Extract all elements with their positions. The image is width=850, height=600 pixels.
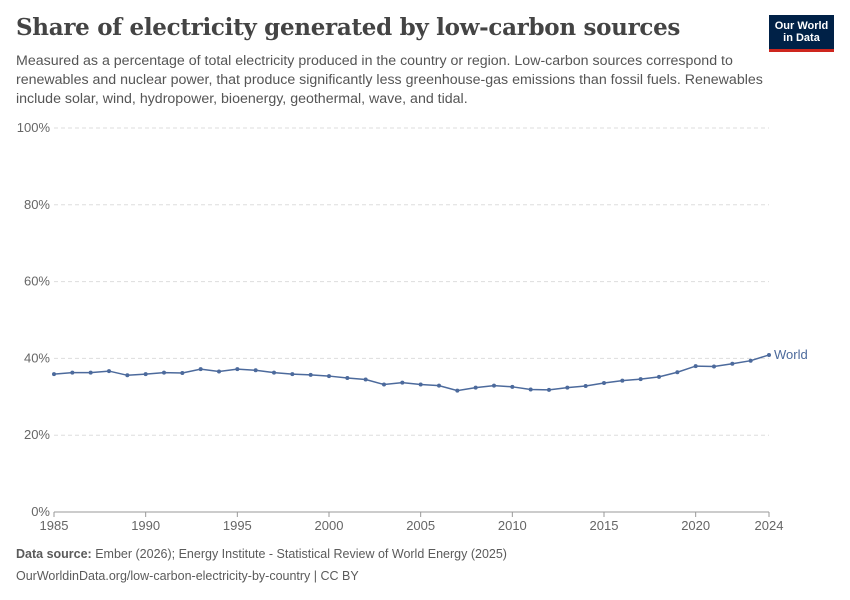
data-point <box>638 377 643 382</box>
data-point <box>272 370 276 375</box>
data-point <box>125 373 130 378</box>
y-tick-label: 40% <box>24 350 50 365</box>
data-point <box>547 387 551 392</box>
x-tick-label: 1995 <box>223 518 252 533</box>
x-tick-label: 1990 <box>131 518 160 533</box>
data-point <box>198 367 203 372</box>
owid-logo[interactable]: Our World in Data <box>769 15 834 52</box>
chart-title: Share of electricity generated by low-ca… <box>16 14 681 41</box>
data-point <box>748 358 753 363</box>
data-point <box>492 383 496 388</box>
data-point <box>345 375 350 380</box>
data-point <box>308 372 313 377</box>
data-point <box>253 368 258 373</box>
data-point <box>382 382 386 387</box>
y-tick-label: 20% <box>24 427 50 442</box>
data-point <box>510 384 515 389</box>
y-tick-label: 100% <box>17 120 51 135</box>
data-point <box>107 369 111 374</box>
chart-subtitle: Measured as a percentage of total electr… <box>16 53 763 107</box>
y-tick-label: 80% <box>24 197 50 212</box>
data-point <box>767 352 771 357</box>
data-source: Data source: Ember (2026); Energy Instit… <box>16 547 507 561</box>
source-text: Ember (2026); Energy Institute - Statist… <box>95 547 507 561</box>
data-point <box>70 370 75 375</box>
data-point <box>583 384 588 389</box>
source-label: Data source: <box>16 547 92 561</box>
data-point <box>602 380 606 385</box>
data-point <box>217 369 221 374</box>
y-tick-label: 0% <box>31 504 50 519</box>
data-point <box>730 361 735 366</box>
data-point <box>473 385 478 390</box>
data-point <box>180 370 185 375</box>
data-point <box>235 367 240 372</box>
x-tick-label: 2005 <box>406 518 435 533</box>
data-point <box>437 383 441 388</box>
data-point <box>657 374 661 379</box>
data-point <box>52 372 56 377</box>
data-point <box>290 372 295 377</box>
data-point <box>712 364 716 369</box>
data-point <box>88 370 93 375</box>
y-tick-label: 60% <box>24 274 50 289</box>
data-point <box>418 382 423 387</box>
data-point <box>620 378 625 383</box>
data-point <box>455 388 460 393</box>
data-point <box>675 370 680 375</box>
data-point <box>327 374 331 379</box>
series-line-world <box>53 354 770 392</box>
x-tick-label: 2015 <box>590 518 619 533</box>
data-point <box>528 387 533 392</box>
x-tick-label: 1985 <box>40 518 69 533</box>
x-tick-label: 2000 <box>315 518 344 533</box>
x-tick-label: 2020 <box>681 518 710 533</box>
series-label: World <box>774 347 808 362</box>
data-point <box>565 385 570 390</box>
data-point <box>143 372 148 377</box>
x-tick-label: 2010 <box>498 518 527 533</box>
source-url[interactable]: OurWorldinData.org/low-carbon-electricit… <box>16 569 359 583</box>
data-point <box>400 380 405 385</box>
data-point <box>363 377 368 382</box>
data-point <box>162 370 166 375</box>
x-tick-label: 2024 <box>755 518 784 533</box>
data-point <box>693 364 698 369</box>
